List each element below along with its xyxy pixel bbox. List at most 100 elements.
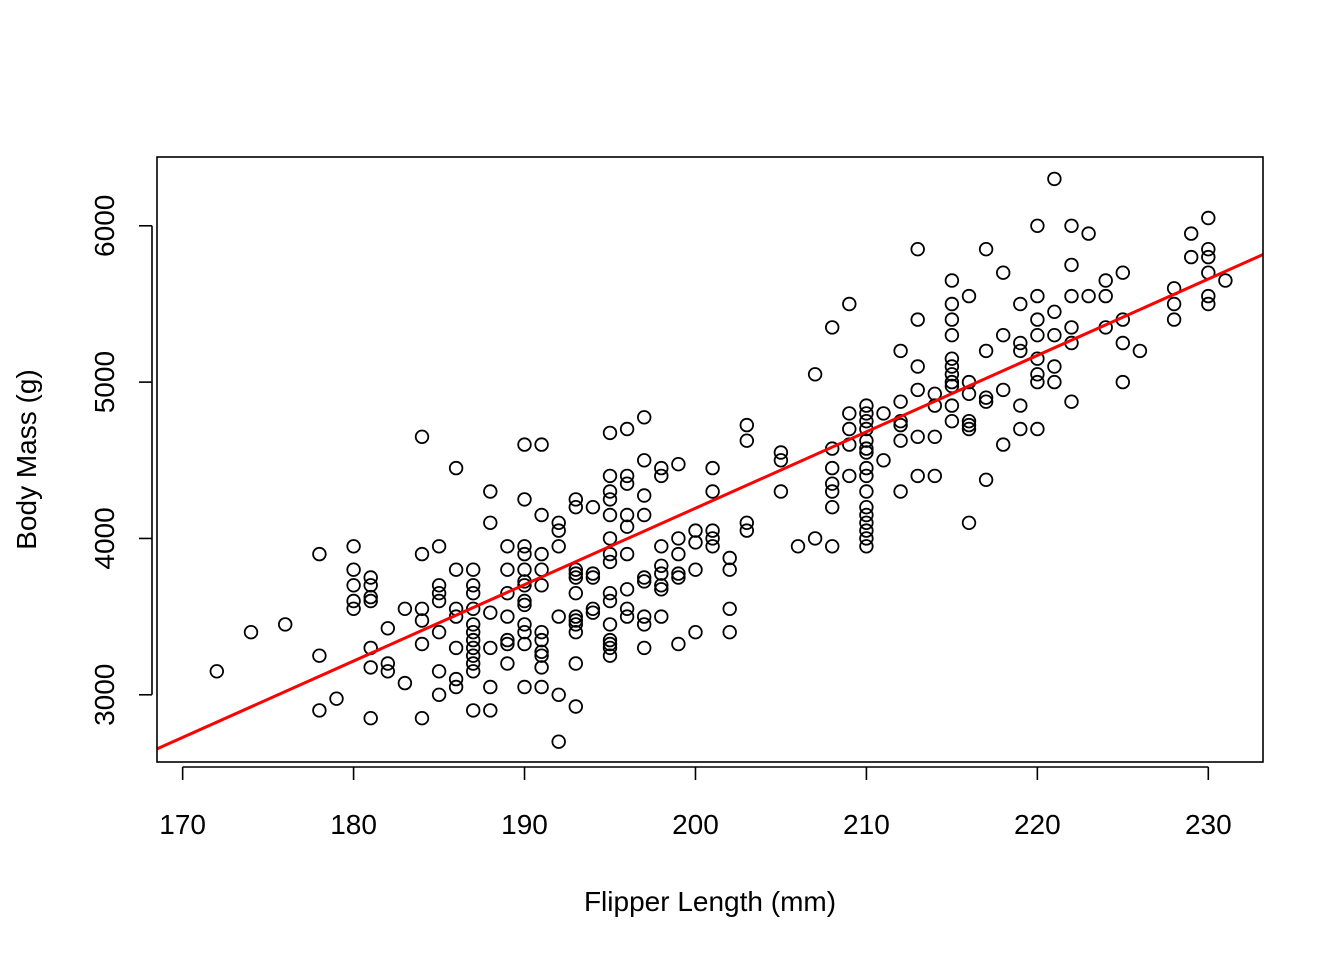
y-tick-label: 3000 <box>89 664 120 726</box>
data-point <box>876 453 891 468</box>
data-point <box>517 593 532 609</box>
data-point <box>397 601 413 617</box>
data-point <box>996 328 1011 343</box>
data-point <box>739 417 755 433</box>
data-point <box>517 539 532 554</box>
data-point <box>312 546 327 562</box>
data-point <box>483 703 498 718</box>
data-point <box>893 394 908 409</box>
y-tick-label: 5000 <box>89 351 120 413</box>
data-point <box>568 699 584 714</box>
data-point <box>380 621 396 636</box>
plot-frame <box>156 156 1264 763</box>
data-point <box>825 320 840 335</box>
data-point <box>773 453 789 468</box>
data-point <box>517 578 532 593</box>
data-point <box>842 421 857 437</box>
data-point <box>466 625 481 640</box>
data-point <box>517 546 532 562</box>
data-point <box>859 445 874 460</box>
data-point <box>534 679 549 695</box>
data-point <box>500 586 515 601</box>
data-point <box>534 644 549 660</box>
data-point <box>1115 374 1131 390</box>
data-point <box>1201 210 1216 226</box>
data-point <box>534 546 549 562</box>
data-point <box>1030 374 1045 390</box>
data-point <box>517 617 532 632</box>
data-point <box>517 597 532 613</box>
data-point <box>893 343 908 359</box>
data-point <box>1030 288 1045 304</box>
data-point <box>671 566 686 581</box>
data-point <box>859 500 874 515</box>
data-point <box>961 414 977 429</box>
data-point <box>602 593 618 609</box>
data-point <box>944 374 960 390</box>
data-point <box>363 660 378 675</box>
data-point <box>602 632 618 648</box>
data-point <box>859 484 874 499</box>
data-point <box>1183 249 1199 265</box>
data-point <box>483 679 498 695</box>
data-point <box>1064 257 1079 273</box>
data-point <box>431 578 447 593</box>
data-point <box>346 601 361 617</box>
data-point <box>654 468 669 484</box>
data-point <box>483 640 498 656</box>
data-point <box>1132 343 1148 359</box>
data-point <box>619 609 635 624</box>
data-point <box>517 679 532 695</box>
data-point <box>1013 398 1028 413</box>
data-point <box>1013 335 1028 351</box>
data-point <box>637 488 652 503</box>
data-point <box>448 679 464 695</box>
data-point <box>602 492 618 507</box>
data-point <box>859 398 874 413</box>
data-point <box>312 703 327 718</box>
data-point <box>1013 296 1028 312</box>
data-point <box>825 460 840 476</box>
data-point <box>500 636 515 652</box>
data-point <box>688 625 703 640</box>
y-axis: 3000 4000 5000 6000 <box>89 195 153 726</box>
data-point <box>414 636 430 652</box>
data-point <box>500 562 515 577</box>
data-point <box>602 554 618 570</box>
data-point <box>944 273 960 288</box>
data-point <box>978 241 994 257</box>
data-point <box>944 414 960 429</box>
data-point <box>346 593 361 609</box>
data-point <box>859 406 874 421</box>
data-point <box>448 460 464 476</box>
data-point <box>978 394 994 409</box>
data-point <box>619 546 635 562</box>
x-axis: 170 180 190 200 210 220 230 <box>159 766 1232 840</box>
data-point <box>910 468 925 484</box>
data-point <box>705 523 720 538</box>
x-axis-title: Flipper Length (mm) <box>584 886 836 917</box>
data-point <box>722 625 737 640</box>
points-layer <box>209 171 1233 749</box>
data-point <box>602 640 618 656</box>
data-point <box>671 457 686 472</box>
data-point <box>825 500 840 515</box>
data-point <box>534 660 549 675</box>
x-tick-label: 210 <box>843 809 890 840</box>
data-point <box>910 359 925 374</box>
data-point <box>483 515 498 531</box>
data-point <box>414 546 430 562</box>
data-point <box>996 382 1011 398</box>
data-point <box>688 535 703 550</box>
data-point <box>654 566 669 581</box>
data-point <box>1030 312 1045 327</box>
data-point <box>996 265 1011 280</box>
data-point <box>654 460 669 476</box>
data-point <box>363 578 378 593</box>
data-point <box>585 566 601 581</box>
data-point <box>637 507 652 523</box>
data-point <box>602 425 618 441</box>
data-point <box>1064 218 1079 234</box>
data-point <box>1201 296 1216 312</box>
data-point <box>602 531 618 546</box>
